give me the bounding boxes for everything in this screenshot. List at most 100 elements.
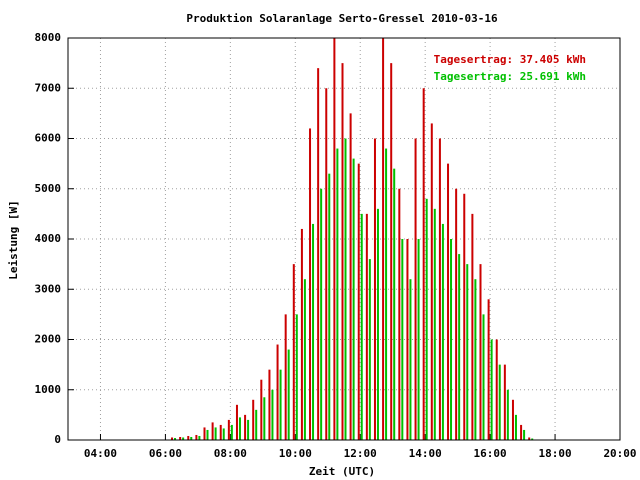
bar	[360, 213, 363, 440]
bar	[438, 138, 441, 440]
bar	[271, 389, 274, 440]
bar	[393, 168, 396, 440]
x-tick-label: 12:00	[344, 447, 377, 460]
bar	[433, 208, 436, 440]
bar	[479, 264, 482, 440]
bar	[390, 63, 393, 440]
bar	[382, 38, 385, 440]
x-tick-label: 06:00	[149, 447, 182, 460]
x-tick-label: 10:00	[279, 447, 312, 460]
bar	[487, 299, 490, 440]
bar	[260, 379, 263, 440]
bar	[474, 279, 477, 440]
x-tick-label: 16:00	[474, 447, 507, 460]
bar	[482, 314, 485, 440]
bar	[317, 68, 320, 441]
bar	[450, 239, 453, 440]
bar	[252, 399, 255, 440]
x-tick-label: 20:00	[603, 447, 636, 460]
bar	[520, 424, 523, 440]
bar	[352, 158, 355, 440]
bar	[187, 435, 190, 440]
x-tick-label: 08:00	[214, 447, 247, 460]
bar	[325, 88, 328, 440]
bar	[341, 63, 344, 440]
bar	[235, 404, 238, 440]
bar	[357, 163, 360, 440]
bar	[373, 138, 376, 440]
bar	[211, 422, 214, 440]
y-axis-label: Leistung [W]	[7, 200, 20, 279]
bar	[376, 208, 379, 440]
bar	[292, 264, 295, 440]
bar	[385, 148, 388, 441]
bar	[198, 435, 201, 440]
bar	[195, 434, 198, 440]
bar	[303, 279, 306, 440]
bar	[238, 417, 241, 440]
x-tick-label: 04:00	[84, 447, 117, 460]
bar	[203, 427, 206, 440]
bar	[219, 424, 222, 440]
bar	[179, 436, 182, 440]
y-tick-label: 0	[54, 433, 61, 446]
bar	[531, 438, 534, 440]
bar	[174, 437, 177, 440]
bar	[287, 349, 290, 440]
bar	[214, 427, 217, 440]
bar	[523, 429, 526, 440]
bar	[498, 364, 501, 440]
x-tick-label: 18:00	[538, 447, 571, 460]
bar	[268, 369, 271, 440]
y-tick-label: 7000	[35, 81, 62, 94]
bar	[230, 424, 233, 440]
bar	[276, 344, 279, 440]
bar	[312, 223, 315, 440]
bar	[466, 264, 469, 440]
bar	[206, 429, 209, 440]
bar	[368, 259, 371, 440]
bar	[471, 213, 474, 440]
y-tick-label: 4000	[35, 232, 62, 245]
bar	[182, 437, 185, 440]
chart-title: Produktion Solaranlage Serto-Gressel 201…	[186, 12, 498, 25]
legend-entry: Tagesertrag: 25.691 kWh	[434, 70, 586, 83]
y-tick-label: 1000	[35, 383, 62, 396]
plot-border	[67, 37, 621, 441]
y-tick-label: 5000	[35, 182, 62, 195]
bar	[190, 436, 193, 440]
y-tick-label: 6000	[35, 132, 62, 145]
bar	[528, 437, 531, 440]
bar	[295, 314, 298, 440]
bar	[458, 254, 461, 440]
y-tick-label: 3000	[35, 282, 62, 295]
bar	[406, 239, 409, 440]
bar	[279, 369, 282, 440]
bar	[365, 213, 368, 440]
bar	[227, 419, 230, 440]
legend-entry: Tagesertrag: 37.405 kWh	[434, 53, 586, 66]
bar	[506, 389, 509, 440]
bar	[171, 437, 174, 440]
bar	[328, 173, 331, 441]
bar	[409, 279, 412, 440]
y-tick-label: 2000	[35, 333, 62, 346]
bar	[247, 419, 250, 440]
bar	[455, 188, 458, 440]
bar	[349, 113, 352, 440]
bar	[398, 188, 401, 440]
bar	[320, 188, 323, 440]
bar	[336, 148, 339, 441]
bar	[430, 123, 433, 441]
bar	[417, 239, 420, 440]
bar	[344, 138, 347, 440]
bar	[422, 88, 425, 440]
bar	[309, 128, 312, 440]
bar	[222, 428, 225, 440]
bar	[300, 228, 303, 440]
bar	[503, 364, 506, 440]
y-tick-label: 8000	[35, 31, 62, 44]
bar	[514, 414, 517, 440]
x-tick-label: 14:00	[409, 447, 442, 460]
